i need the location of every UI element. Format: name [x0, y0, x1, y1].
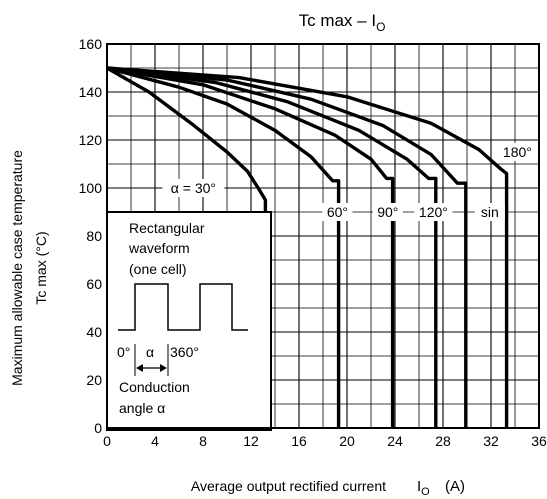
series-label: 90° — [377, 204, 398, 220]
series-label-bg — [498, 143, 537, 161]
alpha-arrow-head-right — [160, 364, 167, 372]
x-tick-label: 8 — [199, 433, 207, 449]
inset-line5: angle α — [119, 400, 165, 416]
y-tick-label: 40 — [86, 324, 102, 340]
y-tick-label: 140 — [79, 84, 103, 100]
y-axis-label-unit: Tc max (°C) — [33, 231, 49, 304]
x-tick-label: 4 — [151, 433, 159, 449]
series-label-bg — [372, 203, 403, 221]
series-label-bg — [162, 179, 225, 197]
inset-line2: waveform — [128, 240, 190, 256]
x-axis-label-symbol: IO — [417, 478, 430, 498]
inset-label-alpha: α — [146, 344, 154, 360]
inset-line1: Rectangular — [129, 220, 205, 236]
chart-title: Tc max – IO — [299, 11, 386, 34]
series-line — [106, 66, 509, 428]
y-tick-label: 60 — [86, 276, 102, 292]
x-tick-label: 28 — [435, 433, 451, 449]
series-label: 180° — [503, 144, 532, 160]
x-tick-label: 24 — [387, 433, 403, 449]
series-label-bg — [322, 203, 353, 221]
y-tick-label: 20 — [86, 372, 102, 388]
y-axis-label: Maximum allowable case temperature — [9, 150, 25, 386]
x-axis-label-unit: (A) — [445, 478, 465, 495]
x-tick-label: 36 — [531, 433, 547, 449]
y-tick-label: 0 — [94, 420, 102, 436]
x-tick-label: 20 — [339, 433, 355, 449]
series-line — [106, 66, 341, 428]
plot-frame — [106, 43, 540, 429]
series-label: sin — [481, 204, 499, 220]
series-line — [106, 66, 395, 428]
curve-labels: α = 30° 60° 90° 120° sin 180° — [162, 143, 537, 221]
series-line — [106, 66, 438, 428]
series-label-bg — [474, 203, 505, 221]
x-tick-label: 0 — [103, 433, 111, 449]
series-label: 60° — [327, 204, 348, 220]
inset-label-zero: 0° — [117, 344, 130, 360]
inset-waveform: Rectangular waveform (one cell) 0° α 360… — [106, 211, 272, 431]
series-label-bg — [414, 203, 453, 221]
inset-line4: Conduction — [119, 379, 190, 395]
x-ticks: 0 4 8 12 16 20 24 28 32 36 — [103, 433, 547, 449]
curves — [106, 66, 509, 428]
y-tick-label: 100 — [79, 180, 103, 196]
waveform-icon — [118, 283, 248, 331]
y-tick-label: 120 — [79, 132, 103, 148]
y-ticks: 0 20 40 60 80 100 120 140 160 — [79, 36, 103, 436]
alpha-arrow-head-left — [136, 364, 143, 372]
y-tick-label: 80 — [86, 228, 102, 244]
x-axis-label: Average output rectified current — [191, 478, 386, 494]
series-line — [106, 66, 268, 428]
x-tick-label: 12 — [243, 433, 259, 449]
y-tick-label: 160 — [79, 36, 103, 52]
series-line — [106, 66, 468, 428]
x-tick-label: 32 — [483, 433, 499, 449]
series-label: 120° — [419, 204, 448, 220]
inset-label-360: 360° — [170, 344, 199, 360]
x-tick-label: 16 — [291, 433, 307, 449]
series-label: α = 30° — [171, 180, 216, 196]
inset-line3: (one cell) — [129, 261, 187, 277]
